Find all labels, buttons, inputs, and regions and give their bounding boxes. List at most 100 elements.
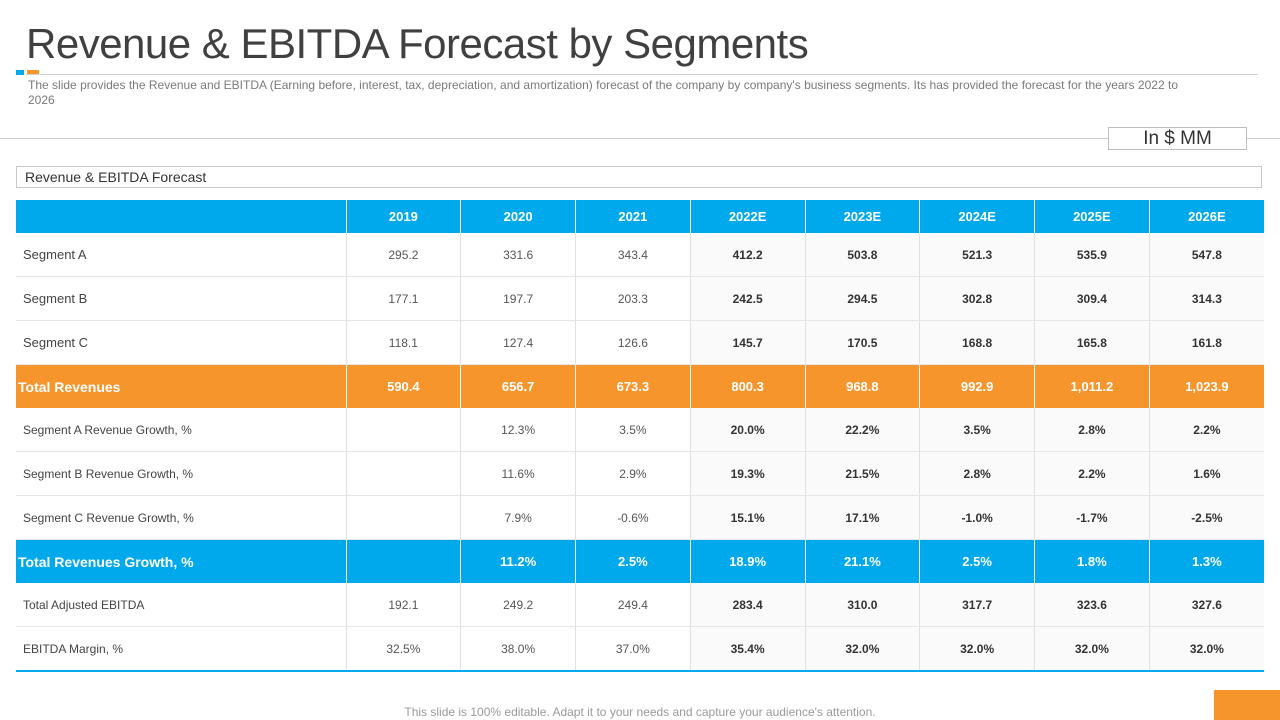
row-label: Segment C Revenue Growth, %	[16, 495, 346, 540]
table-cell: 2.8%	[919, 451, 1035, 496]
table-cell: 2.5%	[919, 539, 1035, 583]
row-label: Total Revenues Growth, %	[16, 539, 346, 583]
table-cell: 35.4%	[689, 626, 805, 672]
table-cell	[345, 495, 461, 540]
table-cell: 294.5	[804, 276, 920, 321]
table-cell: 412.2	[689, 233, 805, 277]
table-header-row: 2019 2020 2021 2022E 2023E 2024E 2025E 2…	[16, 200, 1264, 233]
table-cell: 302.8	[919, 276, 1035, 321]
table-cell: 331.6	[460, 233, 576, 277]
table-cell: 15.1%	[689, 495, 805, 540]
table-row-segment-a: Segment A 295.2 331.6 343.4 412.2 503.8 …	[16, 233, 1264, 277]
table-cell: 249.4	[575, 583, 691, 627]
table-cell: 126.6	[575, 320, 691, 365]
table-cell: 3.5%	[575, 408, 691, 452]
table-cell: -1.7%	[1034, 495, 1150, 540]
title-accent-blue	[16, 70, 24, 75]
row-label: Segment B Revenue Growth, %	[16, 451, 346, 496]
row-label: Segment C	[16, 320, 346, 365]
table-cell: 19.3%	[689, 451, 805, 496]
table-cell: 1,023.9	[1148, 364, 1264, 408]
table-cell: 249.2	[460, 583, 576, 627]
footer-note: This slide is 100% editable. Adapt it to…	[404, 705, 876, 719]
table-cell: 161.8	[1148, 320, 1264, 365]
table-cell: 992.9	[919, 364, 1035, 408]
table-cell: 21.5%	[804, 451, 920, 496]
table-cell: 165.8	[1034, 320, 1150, 365]
table-cell: 32.5%	[345, 626, 461, 672]
table-cell: 503.8	[804, 233, 920, 277]
table-cell: 547.8	[1148, 233, 1264, 277]
table-cell: 295.2	[345, 233, 461, 277]
table-cell: 314.3	[1148, 276, 1264, 321]
table-cell	[345, 539, 461, 583]
slide-title: Revenue & EBITDA Forecast by Segments	[26, 20, 809, 67]
corner-accent-block	[1214, 690, 1280, 720]
table-cell: 968.8	[804, 364, 920, 408]
table-cell: 32.0%	[919, 626, 1035, 672]
table-cell: 38.0%	[460, 626, 576, 672]
table-cell: 18.9%	[689, 539, 805, 583]
table-cell: 590.4	[345, 364, 461, 408]
table-cell: 242.5	[689, 276, 805, 321]
table-cell: 3.5%	[919, 408, 1035, 452]
table-row-total-adjusted-ebitda: Total Adjusted EBITDA 192.1 249.2 249.4 …	[16, 583, 1264, 627]
header-year: 2021	[575, 200, 691, 233]
table-cell: 343.4	[575, 233, 691, 277]
header-year: 2019	[345, 200, 461, 233]
table-cell: -2.5%	[1148, 495, 1264, 540]
table-cell	[345, 451, 461, 496]
table-cell: 309.4	[1034, 276, 1150, 321]
table-cell: 192.1	[345, 583, 461, 627]
table-cell: 535.9	[1034, 233, 1150, 277]
row-label: Total Revenues	[16, 364, 346, 408]
header-year: 2022E	[689, 200, 805, 233]
table-cell: 2.2%	[1034, 451, 1150, 496]
table-cell: 2.8%	[1034, 408, 1150, 452]
header-year: 2023E	[804, 200, 920, 233]
table-cell: 170.5	[804, 320, 920, 365]
table-cell: 1,011.2	[1034, 364, 1150, 408]
table-row-total-revenues: Total Revenues 590.4 656.7 673.3 800.3 9…	[16, 364, 1264, 408]
table-cell: 327.6	[1148, 583, 1264, 627]
section-divider	[0, 138, 1280, 139]
header-year: 2025E	[1034, 200, 1150, 233]
table-cell: -1.0%	[919, 495, 1035, 540]
table-cell: 177.1	[345, 276, 461, 321]
table-cell: 168.8	[919, 320, 1035, 365]
table-cell: 673.3	[575, 364, 691, 408]
table-cell: 32.0%	[1148, 626, 1264, 672]
units-label: In $ MM	[1108, 127, 1247, 150]
table-cell: 310.0	[804, 583, 920, 627]
table-cell: 118.1	[345, 320, 461, 365]
table-row-segment-c-growth: Segment C Revenue Growth, % 7.9% -0.6% 1…	[16, 495, 1264, 540]
row-label: EBITDA Margin, %	[16, 626, 346, 672]
header-corner-cell	[16, 200, 346, 233]
table-cell: 11.6%	[460, 451, 576, 496]
table-cell: 656.7	[460, 364, 576, 408]
table-cell: 145.7	[689, 320, 805, 365]
table-row-total-revenues-growth: Total Revenues Growth, % 11.2% 2.5% 18.9…	[16, 539, 1264, 583]
table-row-segment-b-growth: Segment B Revenue Growth, % 11.6% 2.9% 1…	[16, 451, 1264, 496]
table-cell: 11.2%	[460, 539, 576, 583]
table-cell: -0.6%	[575, 495, 691, 540]
header-year: 2026E	[1148, 200, 1264, 233]
table-cell: 1.8%	[1034, 539, 1150, 583]
table-cell: 22.2%	[804, 408, 920, 452]
table-cell	[345, 408, 461, 452]
forecast-table: 2019 2020 2021 2022E 2023E 2024E 2025E 2…	[16, 200, 1264, 672]
table-cell: 197.7	[460, 276, 576, 321]
table-cell: 2.5%	[575, 539, 691, 583]
table-cell: 203.3	[575, 276, 691, 321]
table-row-ebitda-margin: EBITDA Margin, % 32.5% 38.0% 37.0% 35.4%…	[16, 626, 1264, 672]
table-cell: 21.1%	[804, 539, 920, 583]
header-year: 2020	[460, 200, 576, 233]
table-cell: 323.6	[1034, 583, 1150, 627]
table-row-segment-b: Segment B 177.1 197.7 203.3 242.5 294.5 …	[16, 276, 1264, 321]
table-cell: 32.0%	[1034, 626, 1150, 672]
table-cell: 7.9%	[460, 495, 576, 540]
table-cell: 37.0%	[575, 626, 691, 672]
row-label: Segment A Revenue Growth, %	[16, 408, 346, 452]
row-label: Total Adjusted EBITDA	[16, 583, 346, 627]
table-row-segment-c: Segment C 118.1 127.4 126.6 145.7 170.5 …	[16, 320, 1264, 365]
